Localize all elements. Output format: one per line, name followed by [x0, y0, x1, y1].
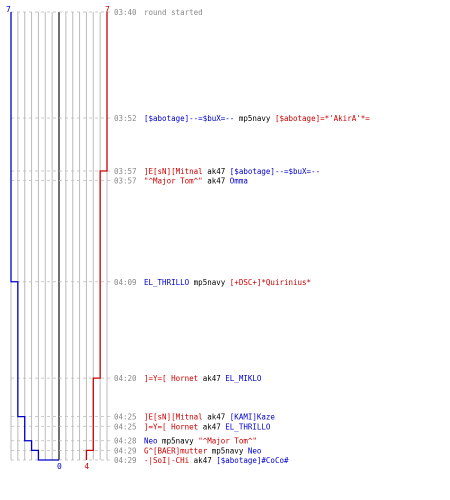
event-text: round started: [144, 8, 203, 17]
event-time: 04:20: [114, 374, 137, 383]
event-text-part: [$abotage]--=$buX=--: [144, 114, 234, 123]
event-text-part: Neo: [248, 446, 262, 455]
event-text: ]E[sN][Mitnal ak47 [$abotage]--=$buX=--: [144, 167, 320, 176]
event-time: 04:25: [114, 413, 137, 422]
event-text-part: "^Major Tom^": [198, 437, 257, 446]
event-text: "^Major Tom^" ak47 Omma: [144, 177, 248, 186]
event-text-part: [$abotage]#CoCo#: [216, 456, 289, 465]
series-line-red: [85, 12, 108, 460]
event-text: [$abotage]--=$buX=-- mp5navy [$abotage]=…: [144, 114, 370, 123]
event-text-part: ]=Y=[ Hornet: [144, 422, 198, 431]
player-count-steps: [10, 12, 108, 461]
event-text-part: mp5navy: [158, 437, 199, 446]
event-text-part: ak47: [198, 422, 225, 431]
event-text-part: EL_THRILLO: [144, 278, 190, 287]
axis-labels: 7 7 0 4: [6, 5, 110, 471]
event-text-part: ak47: [203, 413, 230, 422]
event-text-part: ak47: [203, 167, 230, 176]
event-text-part: ]E[sN][Mitnal: [144, 167, 203, 176]
event-time: 04:09: [114, 278, 137, 287]
top-right-label: 7: [105, 5, 110, 14]
event-text-part: [+DSC+]*Quirinius*: [230, 278, 311, 287]
series-line-blue: [10, 12, 59, 461]
event-text-part: [$abotage]--=$buX=--: [230, 167, 320, 176]
event-text-part: ]=Y=[ Hornet: [144, 374, 198, 383]
event-text-part: [$abotage]=*'AkirA'*=: [275, 114, 370, 123]
event-text-part: ak47: [198, 374, 225, 383]
event-text-part: ]E[sN][Mitnal: [144, 413, 203, 422]
event-text-part: Omma: [230, 177, 248, 186]
event-text-part: Neo: [144, 437, 158, 446]
event-text-part: mp5navy: [189, 278, 230, 287]
event-time: 04:29: [114, 456, 137, 465]
event-text: EL_THRILLO mp5navy [+DSC+]*Quirinius*: [144, 278, 311, 287]
event-text: -|SoI|-CHi ak47 [$abotage]#CoCo#: [144, 456, 289, 465]
event-text-part: mp5navy: [234, 114, 275, 123]
event-text-part: round started: [144, 8, 203, 17]
event-text-part: "^Major Tom^": [144, 177, 203, 186]
event-time: 03:52: [114, 114, 137, 123]
event-time: 03:57: [114, 167, 137, 176]
event-text-part: ak47: [189, 456, 216, 465]
bottom-label-4: 4: [84, 462, 89, 471]
event-text-part: -|SoI|-CHi: [144, 456, 189, 465]
event-time: 04:29: [114, 446, 137, 455]
event-time: 03:57: [114, 177, 137, 186]
event-text: ]=Y=[ Hornet ak47 EL_MIKLO: [144, 374, 262, 383]
event-time: 03:40: [114, 8, 137, 17]
event-text: G^[BAER]mutter mp5navy Neo: [144, 446, 262, 455]
event-text: ]E[sN][Mitnal ak47 [KAMI]Kaze: [144, 413, 275, 422]
event-time: 04:28: [114, 437, 137, 446]
grid-lines: [10, 11, 112, 461]
event-log: 03:40 round started 03:52 [$abotage]--=$buX…: [114, 8, 370, 465]
event-text-part: [KAMI]Kaze: [230, 413, 276, 422]
bottom-label-0: 0: [57, 462, 62, 471]
event-text-part: EL_THRILLO: [225, 422, 271, 431]
event-text-part: ak47: [203, 177, 230, 186]
event-text-part: EL_MIKLO: [225, 374, 262, 383]
top-left-label: 7: [6, 5, 11, 14]
event-text: ]=Y=[ Hornet ak47 EL_THRILLO: [144, 422, 271, 431]
event-text-part: mp5navy: [207, 446, 248, 455]
event-time: 04:25: [114, 422, 137, 431]
event-text-part: G^[BAER]mutter: [144, 446, 208, 455]
event-text: Neo mp5navy "^Major Tom^": [144, 437, 257, 446]
